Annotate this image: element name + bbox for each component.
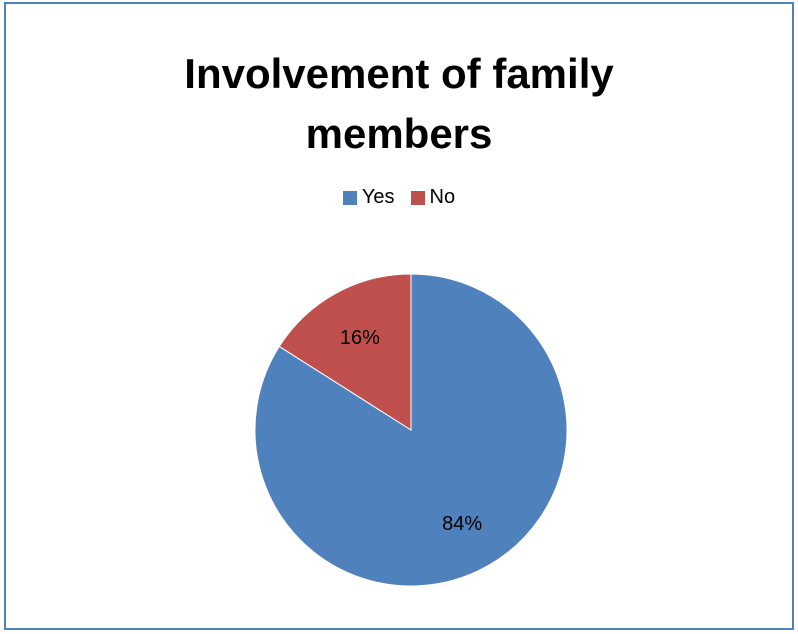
legend-label-no: No: [429, 186, 456, 208]
legend-swatch-no: [410, 190, 425, 205]
legend-swatch-yes: [342, 190, 357, 205]
legend-label-yes: Yes: [361, 186, 395, 208]
pie-label-no: 16%: [340, 327, 380, 349]
chart-title-line-2: members: [305, 110, 493, 157]
legend-item-yes: Yes: [342, 186, 395, 209]
chart-legend: Yes No: [6, 186, 792, 209]
pie-slice-no: [278, 273, 412, 431]
chart-title-line-1: Involvement of family: [184, 50, 614, 97]
legend-item-no: No: [410, 186, 456, 209]
pie-label-yes: 84%: [442, 513, 482, 535]
chart-title: Involvement of family members: [6, 44, 792, 164]
